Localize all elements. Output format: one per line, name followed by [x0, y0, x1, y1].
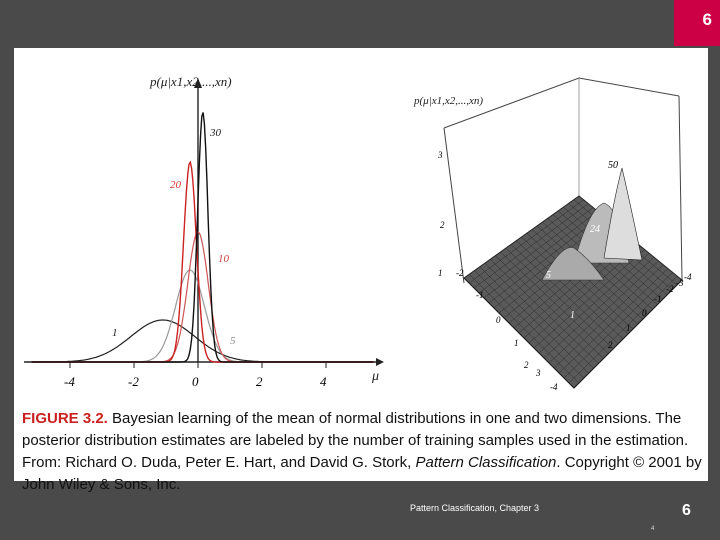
left-tick-g: -4: [550, 382, 558, 392]
surface-base: [463, 195, 683, 389]
curve-label-5: 5: [230, 335, 236, 347]
right-tick-a: 2: [608, 340, 613, 350]
y-axis-arrow: [194, 78, 202, 88]
curve-label-30: 30: [209, 127, 222, 139]
footer-text: Pattern Classification, Chapter 3: [410, 503, 540, 513]
surface-grid-line: [547, 218, 653, 310]
left-y-label: p(μ|x1,x2,...,xn): [149, 74, 232, 89]
figure-panel: -4 -2 0 2 4 p(μ|x1,x2,...,xn) μ 1 5 10 20 30: [14, 48, 708, 493]
front-right-edge: [573, 279, 683, 389]
curve-label-1: 1: [112, 327, 118, 339]
caption-book-title: Pattern Classification: [415, 454, 557, 471]
z-tick-2: 2: [440, 220, 445, 230]
right-tick-g: -4: [684, 272, 692, 282]
curve-label-20: 20: [170, 179, 182, 191]
x-axis-arrow: [376, 358, 384, 366]
right-tick-e: -2: [666, 284, 674, 294]
surface-grid-line: [558, 268, 669, 374]
caption-copyright: . Copyright © 2001 by John Wiley & Sons,…: [22, 454, 702, 493]
front-left-edge: [463, 277, 575, 389]
right-tick-c: 0: [642, 308, 647, 318]
surface-peak-50: [603, 167, 643, 261]
surface-grid-line: [568, 276, 678, 384]
right-z-label: p(μ|x1,x2,...,xn): [413, 95, 483, 107]
x-tick-label: -4: [64, 374, 75, 389]
x-tick-label: 4: [320, 374, 327, 389]
left-tick-e: 2: [524, 360, 529, 370]
surface-grid-line: [526, 233, 634, 330]
caption-label: FIGURE 3.2.: [22, 410, 108, 427]
peak-label-50: 50: [608, 160, 618, 171]
page-number: 6: [682, 502, 691, 519]
figure-plots: -4 -2 0 2 4 p(μ|x1,x2,...,xn) μ 1 5 10 20 30: [24, 74, 692, 392]
left-tick-f: 3: [535, 368, 541, 378]
right-tick-b: 1: [626, 323, 631, 333]
surface-peak-5: [541, 247, 605, 281]
curve-n30: [31, 112, 374, 363]
right-tick-f: -3: [676, 278, 684, 288]
surface-grid-line: [563, 272, 673, 379]
z-tick-1: 1: [438, 268, 443, 278]
peak-label-5: 5: [546, 270, 551, 281]
surface-grid-line: [553, 264, 664, 369]
x-tick-label: 2: [256, 374, 263, 389]
left-tick-c: 0: [496, 315, 501, 325]
curve-n20: [31, 160, 374, 363]
surface-grid-line: [533, 249, 645, 349]
x-tick-label: -2: [128, 374, 139, 389]
surface-grid-line: [548, 260, 659, 364]
curve-label-10: 10: [218, 253, 230, 265]
surface-grid-line: [543, 256, 655, 359]
page-number-small: 4: [651, 526, 655, 532]
left-tick-b: -1: [476, 290, 484, 300]
slide-number: 6: [702, 10, 712, 29]
curve-n5: [31, 269, 374, 363]
peak-label-1: 1: [570, 310, 575, 321]
surface-grid-line: [538, 253, 650, 354]
left-plot: -4 -2 0 2 4 p(μ|x1,x2,...,xn) μ 1 5 10 20 30: [24, 74, 384, 389]
figure-caption: FIGURE 3.2. Bayesian learning of the mea…: [22, 408, 702, 496]
slide-number-badge: 6: [674, 0, 720, 46]
z-tick-3: 3: [437, 150, 443, 160]
box-right-edge: [678, 95, 683, 281]
right-plot: p(μ|x1,x2,...,xn) 1 2 3 -2 -1 0 1 2 3 -4…: [413, 77, 692, 392]
left-x-label: μ: [371, 369, 379, 384]
box-left-edge: [443, 127, 465, 284]
left-tick-d: 1: [514, 338, 519, 348]
peak-label-24: 24: [590, 224, 600, 235]
caption-text: Bayesian learning of the mean of normal …: [22, 410, 689, 471]
right-tick-d: -1: [654, 294, 662, 304]
x-tick-label: 0: [192, 374, 199, 389]
left-tick-a: -2: [456, 268, 464, 278]
